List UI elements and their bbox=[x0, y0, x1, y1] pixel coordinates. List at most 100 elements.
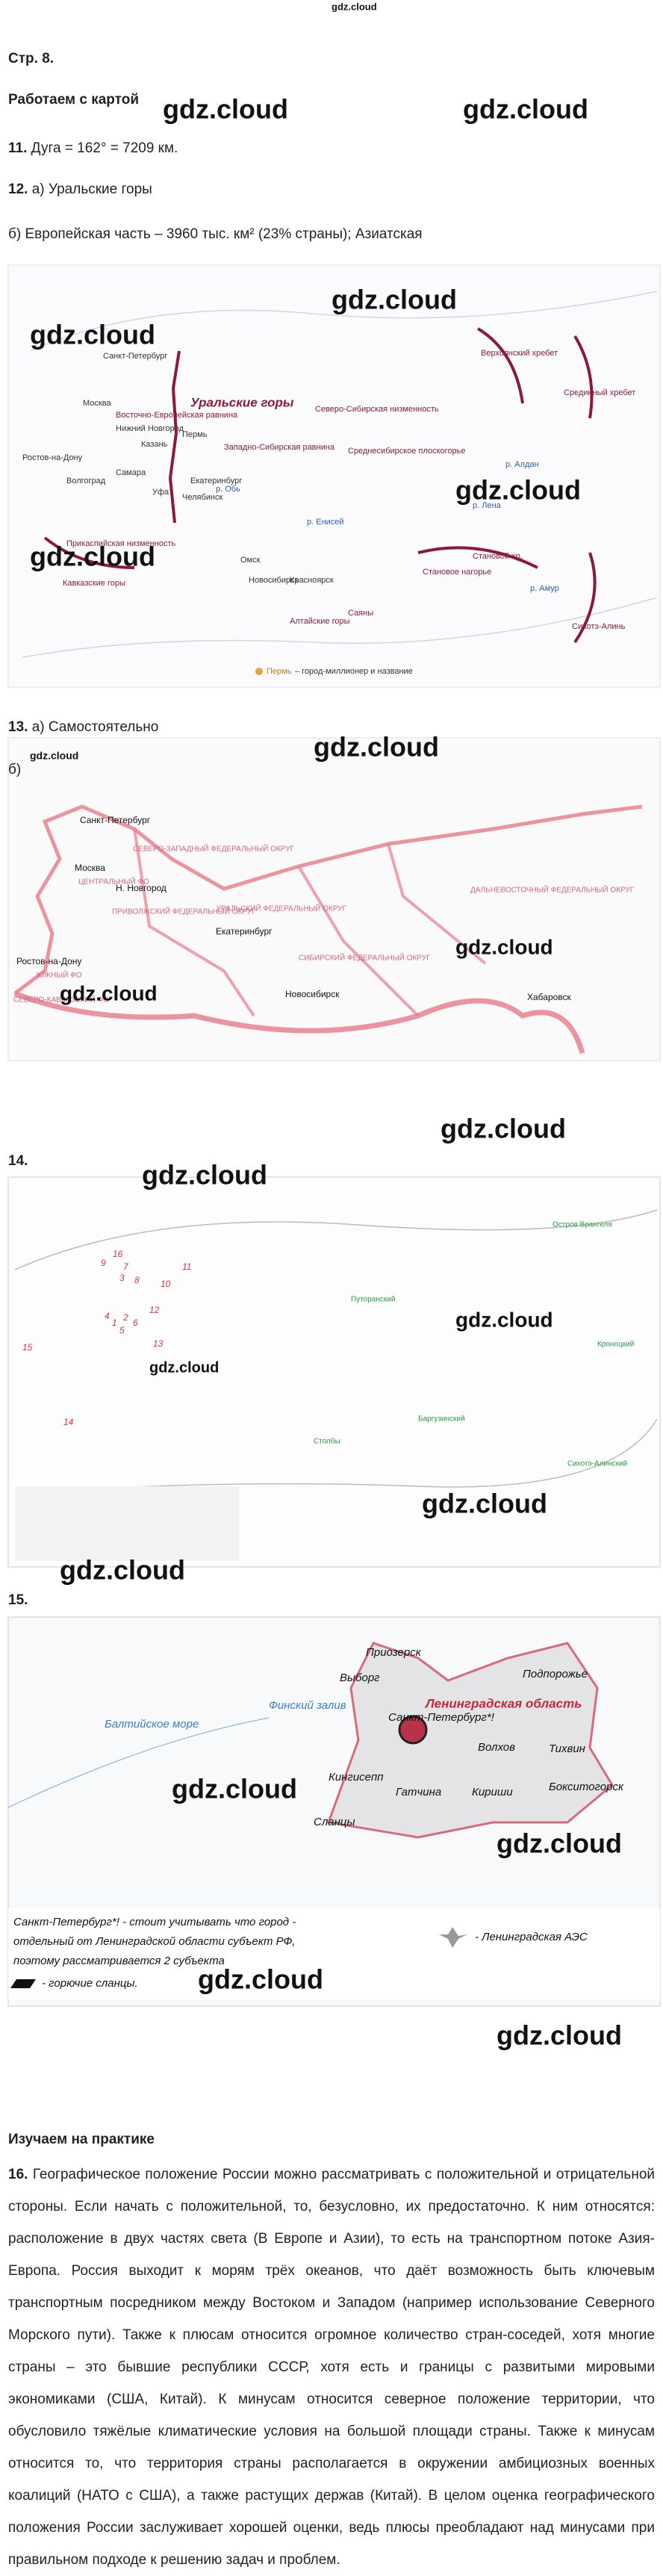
task-number: 12. bbox=[8, 181, 28, 197]
watermark: gdz.cloud bbox=[60, 981, 158, 1005]
watermark: gdz.cloud bbox=[332, 1, 377, 12]
range bbox=[168, 350, 181, 524]
map-label: Кавказские горы bbox=[63, 579, 125, 588]
map-number: 13 bbox=[153, 1338, 164, 1349]
range bbox=[417, 546, 538, 569]
watermark: gdz.cloud bbox=[163, 94, 288, 125]
map-label: Новосибирск bbox=[249, 576, 299, 585]
coast bbox=[29, 291, 658, 352]
map-label: Санкт-Петербург bbox=[80, 815, 151, 825]
district-border bbox=[133, 828, 487, 1017]
map-label: Сланцы bbox=[314, 1816, 355, 1828]
map-label: р. Обь bbox=[216, 485, 240, 494]
map-label: Уфа bbox=[152, 488, 169, 497]
task: 12. а) Уральские горы bbox=[8, 181, 152, 198]
task-number: 11. bbox=[8, 140, 28, 156]
watermark: gdz.cloud bbox=[441, 1114, 566, 1144]
map-label: Ростов-на-Дону bbox=[22, 453, 83, 462]
task-number: 13. bbox=[8, 719, 28, 735]
watermark: gdz.cloud bbox=[149, 1359, 219, 1376]
aes-icon bbox=[439, 1927, 467, 1948]
map-label: р. Лена bbox=[473, 501, 502, 510]
legend-box bbox=[15, 1486, 239, 1561]
map-label: Санкт-Петербург bbox=[103, 352, 167, 361]
watermark: gdz.cloud bbox=[422, 1489, 547, 1519]
map-number: 11 bbox=[182, 1261, 191, 1272]
map-label: Москва bbox=[75, 863, 105, 873]
map-label: Западно-Сибирская равнина bbox=[224, 443, 335, 452]
city-main bbox=[398, 1715, 428, 1745]
map-region bbox=[7, 1616, 661, 2007]
map-label: Становой хр. bbox=[473, 552, 523, 561]
range bbox=[573, 335, 594, 419]
map-label: Срединный хребет bbox=[564, 388, 635, 397]
map-number: 9 bbox=[101, 1258, 106, 1268]
map-label: Балтийское море bbox=[105, 1718, 199, 1731]
map-label: Волгоград bbox=[66, 477, 106, 485]
map-number: 4 bbox=[105, 1311, 110, 1321]
map-label: ЮЖНЫЙ ФО bbox=[37, 970, 82, 980]
caption-line: отдельный от Ленинградской области субъе… bbox=[13, 1935, 296, 1948]
map-number: 15 bbox=[22, 1342, 33, 1353]
map-label: Сихотэ-Алинь bbox=[572, 622, 626, 631]
map-label: Северо-Сибирская низменность bbox=[315, 405, 439, 414]
map-frame bbox=[7, 737, 661, 1061]
caption-line: - горючие сланцы. bbox=[42, 1977, 138, 1990]
map-label: Ленинградская область bbox=[424, 1696, 582, 1710]
map-label: р. Алдан bbox=[505, 460, 539, 469]
map-label: Ростов-на-Дону bbox=[16, 956, 81, 966]
legend-text: – город-миллионер и название bbox=[295, 667, 413, 676]
map-label: Санкт-Петербург*! bbox=[388, 1711, 495, 1724]
map-label: СЕВЕРО-КАВКАЗСКИЙ ФО bbox=[13, 995, 109, 1005]
map-number: 7 bbox=[123, 1261, 129, 1272]
task-number: 14. bbox=[8, 1153, 28, 1169]
map-label: СЕВЕРО-ЗАПАДНЫЙ ФЕДЕРАЛЬНЫЙ ОКРУГ bbox=[133, 844, 295, 854]
map-label: ДАЛЬНЕВОСТОЧНЫЙ ФЕДЕРАЛЬНЫЙ ОКРУГ bbox=[470, 885, 635, 895]
map-label: Приозерск bbox=[366, 1646, 422, 1659]
map-label: Баргузинский bbox=[418, 1415, 465, 1424]
watermark: gdz.cloud bbox=[198, 1964, 323, 1995]
coast bbox=[7, 1717, 270, 1808]
map-number: 12 bbox=[149, 1305, 160, 1315]
region bbox=[326, 1642, 614, 1839]
map-reserves bbox=[7, 1176, 661, 1568]
map-label: Остров Врангеля bbox=[552, 1221, 612, 1229]
map-number: 8 bbox=[134, 1275, 140, 1285]
watermark: gdz.cloud bbox=[455, 935, 553, 958]
map-label: УРАЛЬСКИЙ ФЕДЕРАЛЬНЫЙ ОКРУГ bbox=[217, 904, 347, 913]
shale-icon bbox=[10, 1979, 36, 1988]
map-label: Нижний Новгород bbox=[116, 424, 184, 433]
legend-city: Пермь bbox=[267, 667, 292, 676]
map-label: Кириши bbox=[472, 1786, 513, 1798]
watermark: gdz.cloud bbox=[463, 94, 588, 125]
watermark: gdz.cloud bbox=[30, 320, 155, 350]
map-number: 10 bbox=[161, 1279, 171, 1289]
watermark: gdz.cloud bbox=[332, 285, 457, 315]
map-label: Екатеринбург bbox=[216, 926, 273, 937]
map-label: Столбы bbox=[314, 1437, 340, 1446]
caption-box bbox=[8, 1908, 660, 1999]
watermark: gdz.cloud bbox=[30, 541, 155, 572]
map-label: Выборг bbox=[340, 1672, 380, 1684]
task: 13. а) Самостоятельно bbox=[8, 719, 158, 736]
map-label: Челябинск bbox=[182, 493, 222, 502]
map-number: 16 bbox=[113, 1249, 123, 1259]
caption-line: поэтому рассматривается 2 субъекта bbox=[13, 1955, 225, 1967]
watermark: gdz.cloud bbox=[30, 750, 78, 762]
map-label: Тихвин bbox=[549, 1742, 585, 1755]
map-districts bbox=[7, 737, 661, 1061]
paragraph-text: Географическое положение России можно ра… bbox=[8, 2167, 655, 2568]
map-label: Москва bbox=[83, 399, 111, 408]
section-title: Изучаем на практике bbox=[8, 2132, 155, 2147]
watermark: gdz.cloud bbox=[142, 1160, 267, 1191]
range bbox=[476, 327, 524, 404]
map-label: Алтайские горы bbox=[290, 617, 350, 626]
map-label: ЦЕНТРАЛЬНЫЙ ФО bbox=[78, 877, 149, 887]
map-label: Саяны bbox=[348, 609, 373, 618]
map-frame bbox=[7, 264, 661, 688]
watermark: gdz.cloud bbox=[314, 732, 439, 763]
section-title: Работаем с картой bbox=[8, 92, 139, 108]
map-label: Сихотэ-Алинский bbox=[567, 1460, 627, 1468]
